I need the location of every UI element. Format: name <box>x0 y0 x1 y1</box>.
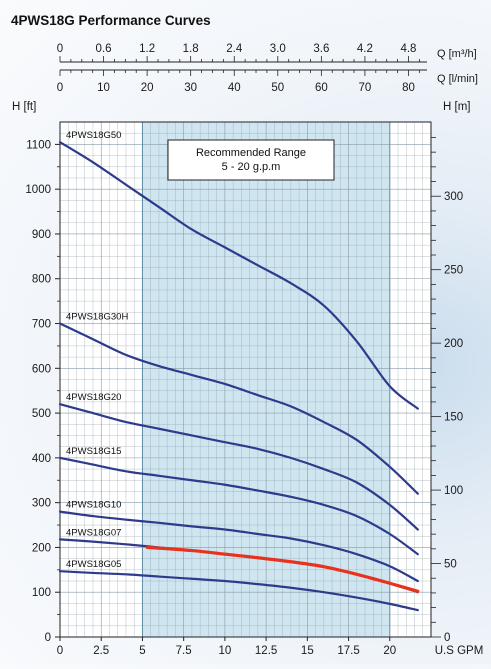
series-label: 4PWS18G05 <box>66 559 121 570</box>
x-top-lmin-axis-label: Q [l/min] <box>437 73 478 85</box>
y-left-tick-label: 300 <box>32 498 51 510</box>
x-tick-label: 5 <box>139 645 145 657</box>
y-left-tick-label: 600 <box>32 363 51 375</box>
x-tick-label: 7.5 <box>176 645 192 657</box>
x-top-m3h-axis-label: Q [m³/h] <box>437 48 477 60</box>
y-right-tick-label: 50 <box>444 559 457 571</box>
series-line-4pws18g10 <box>58 510 419 583</box>
plot-frame <box>59 121 432 638</box>
y-right-tick-label: 300 <box>444 191 463 203</box>
x-tick-label: 15 <box>301 645 314 657</box>
x-top-lmin-tick-label: 20 <box>141 82 154 94</box>
x-top-lmin-tick-label: 80 <box>402 82 415 94</box>
series-label: 4PWS18G10 <box>66 500 121 511</box>
series-label: 4PWS18G20 <box>66 392 121 403</box>
series-label: 4PWS18G30H <box>66 312 128 323</box>
x-top-m3h-tick-label: 3.6 <box>313 43 329 55</box>
x-top-lmin-tick-label: 60 <box>315 82 328 94</box>
x-tick-label: 20 <box>383 645 396 657</box>
y-left-tick-label: 200 <box>32 542 51 554</box>
y-left-tick-label: 100 <box>32 587 51 599</box>
series-line-4pws18g30h <box>58 322 419 495</box>
x-top-m3h-tick-label: 0 <box>57 43 63 55</box>
x-tick-label: 2.5 <box>93 645 109 657</box>
recommended-range-box <box>167 139 335 181</box>
series-label: 4PWS18G07 <box>66 527 121 538</box>
series-label: 4PWS18G50 <box>66 130 121 141</box>
x-tick-label: 10 <box>218 645 231 657</box>
x-top-m3h-tick-label: 3.0 <box>270 43 286 55</box>
series-line-4pws18g20 <box>58 403 419 531</box>
y-left-tick-label: 0 <box>45 632 51 644</box>
series-label: 4PWS18G15 <box>66 446 121 457</box>
y-left-tick-label: 700 <box>32 319 51 331</box>
y-right-tick-label: 100 <box>444 485 463 497</box>
x-tick-label: 12.5 <box>255 645 277 657</box>
chart-title: 4PWS18G Performance Curves <box>11 13 211 28</box>
y-right-tick-label: 0 <box>444 632 450 644</box>
y-left-tick-label: 500 <box>32 408 51 420</box>
x-top-m3h-tick-label: 4.8 <box>400 43 416 55</box>
x-top-m3h-tick-label: 2.4 <box>226 43 243 55</box>
x-top-lmin-tick-label: 10 <box>97 82 110 94</box>
y-left-tick-label: 400 <box>32 453 51 465</box>
y-right-tick-label: 250 <box>444 265 463 277</box>
y-left-tick-label: 800 <box>32 274 51 286</box>
x-top-m3h-tick-label: 1.8 <box>183 43 199 55</box>
x-tick-label: 0 <box>57 645 63 657</box>
x-top-lmin-tick-label: 0 <box>57 82 63 94</box>
series-line-4pws18g05 <box>58 570 419 612</box>
y-right-axis-label: H [m] <box>443 101 470 113</box>
x-top-m3h-tick-label: 4.2 <box>357 43 373 55</box>
recommended-range-sublabel: 5 - 20 g.p.m <box>222 161 281 173</box>
x-top-lmin-tick-label: 50 <box>271 82 284 94</box>
y-left-tick-label: 1000 <box>25 184 51 196</box>
x-top-m3h-tick-label: 0.6 <box>96 43 112 55</box>
x-tick-label: 17.5 <box>337 645 359 657</box>
x-top-lmin-tick-label: 40 <box>228 82 241 94</box>
x-top-lmin-tick-label: 70 <box>359 82 372 94</box>
y-left-axis-label: H [ft] <box>12 101 36 113</box>
x-top-lmin-tick-label: 30 <box>184 82 197 94</box>
series-line-4pws18g50 <box>58 141 419 410</box>
y-right-tick-label: 150 <box>444 412 463 424</box>
x-top-m3h-tick-label: 1.2 <box>139 43 155 55</box>
recommended-range-label: Recommended Range <box>196 147 306 159</box>
y-left-tick-label: 1100 <box>26 139 51 151</box>
series-line-4pws18g15 <box>58 456 419 556</box>
x-axis-label: U.S GPM <box>435 645 484 657</box>
y-left-tick-label: 900 <box>32 229 51 241</box>
y-right-tick-label: 200 <box>444 338 463 350</box>
series-line-highlight <box>145 545 420 593</box>
